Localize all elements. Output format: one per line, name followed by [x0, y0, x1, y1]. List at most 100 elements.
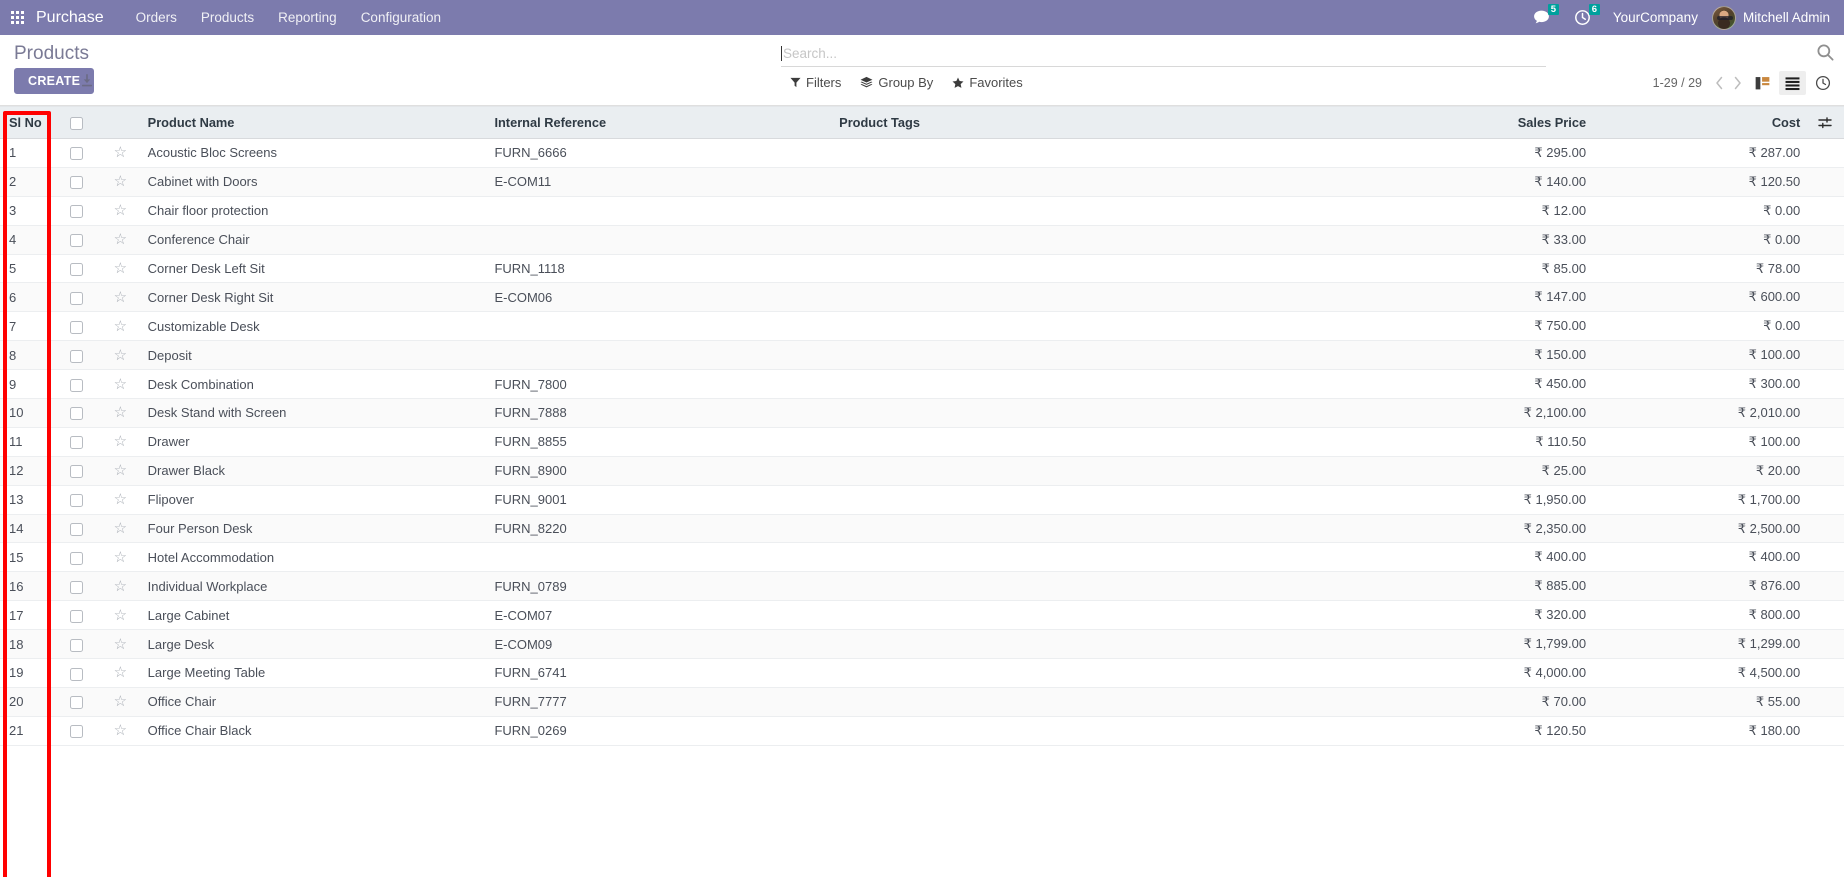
favorites-dropdown[interactable]: Favorites: [952, 75, 1023, 90]
cell-product-name[interactable]: Office Chair Black: [138, 716, 486, 746]
table-row[interactable]: 15 ☆ Hotel Accommodation ₹ 400.00 ₹ 400.00: [0, 542, 1844, 573]
star-outline-icon[interactable]: ☆: [113, 346, 128, 364]
table-row[interactable]: 13 ☆ Flipover FURN_9001 ₹ 1,950.00 ₹ 1,700.00: [0, 485, 1844, 515]
table-row[interactable]: 5 ☆ Corner Desk Left Sit FURN_1118 ₹ 85.00 ₹ …: [0, 254, 1844, 284]
star-outline-icon[interactable]: ☆: [113, 260, 128, 277]
star-outline-icon[interactable]: ☆: [113, 375, 128, 393]
cell-product-name[interactable]: Large Desk: [138, 629, 486, 660]
create-button[interactable]: CREATE: [14, 68, 95, 94]
cell-product-name[interactable]: Individual Workplace: [138, 571, 486, 602]
star-outline-icon[interactable]: ☆: [113, 231, 128, 249]
table-row[interactable]: 6 ☆ Corner Desk Right Sit E-COM06 ₹ 147.00 ₹ …: [0, 282, 1844, 313]
column-header-product-name[interactable]: Product Name: [138, 106, 486, 139]
cell-product-name[interactable]: Large Cabinet: [138, 600, 486, 631]
star-outline-icon[interactable]: ☆: [113, 202, 128, 220]
cell-product-name[interactable]: Deposit: [138, 340, 486, 371]
cell-product-name[interactable]: Four Person Desk: [138, 514, 486, 544]
checkbox-unchecked-icon[interactable]: [69, 638, 83, 652]
search-icon[interactable]: [1816, 43, 1836, 63]
searchview[interactable]: [781, 41, 1546, 67]
table-row[interactable]: 20 ☆ Office Chair FURN_7777 ₹ 70.00 ₹ 55.00: [0, 687, 1844, 717]
checkbox-unchecked-icon[interactable]: [69, 147, 83, 161]
table-row[interactable]: 12 ☆ Drawer Black FURN_8900 ₹ 25.00 ₹ 20.00: [0, 456, 1844, 486]
checkbox-unchecked-icon[interactable]: [69, 263, 83, 277]
star-outline-icon[interactable]: ☆: [113, 577, 128, 595]
cell-product-name[interactable]: Cabinet with Doors: [138, 167, 486, 197]
checkbox-unchecked-icon[interactable]: [69, 667, 83, 681]
checkbox-unchecked-icon[interactable]: [69, 176, 83, 190]
company-switcher[interactable]: YourCompany: [1612, 10, 1698, 25]
breadcrumb[interactable]: Products: [14, 43, 89, 64]
checkbox-unchecked-icon[interactable]: [69, 609, 83, 623]
star-outline-icon[interactable]: ☆: [113, 722, 128, 740]
cell-product-name[interactable]: Desk Combination: [138, 369, 486, 400]
column-options-icon[interactable]: [1809, 106, 1844, 139]
cell-product-name[interactable]: Office Chair: [138, 687, 486, 717]
cell-product-name[interactable]: Hotel Accommodation: [138, 542, 486, 573]
table-row[interactable]: 19 ☆ Large Meeting Table FURN_6741 ₹ 4,000.0…: [0, 658, 1844, 688]
table-row[interactable]: 17 ☆ Large Cabinet E-COM07 ₹ 320.00 ₹ 800.00: [0, 600, 1844, 631]
checkbox-unchecked-icon[interactable]: [69, 407, 83, 421]
nav-menu-reporting[interactable]: Reporting: [278, 10, 337, 25]
checkbox-unchecked-icon[interactable]: [69, 117, 83, 131]
cell-product-name[interactable]: Flipover: [138, 485, 486, 515]
star-outline-icon[interactable]: ☆: [113, 548, 128, 566]
table-row[interactable]: 11 ☆ Drawer FURN_8855 ₹ 110.50 ₹ 100.00: [0, 427, 1844, 457]
checkbox-unchecked-icon[interactable]: [69, 465, 83, 479]
cell-product-name[interactable]: Customizable Desk: [138, 311, 486, 342]
column-header-sl-no[interactable]: Sl No: [0, 106, 51, 139]
apps-grid-icon[interactable]: [0, 0, 34, 35]
star-outline-icon[interactable]: ☆: [113, 288, 128, 306]
chevron-left-icon[interactable]: [1710, 72, 1728, 94]
cell-product-name[interactable]: Desk Stand with Screen: [138, 398, 486, 428]
star-outline-icon[interactable]: ☆: [113, 693, 128, 711]
messages-menu[interactable]: 5: [1521, 0, 1562, 35]
list-icon[interactable]: [1779, 71, 1806, 95]
kanban-icon[interactable]: [1749, 71, 1776, 95]
table-row[interactable]: 1 ☆ Acoustic Bloc Screens FURN_6666 ₹ 295.00…: [0, 138, 1844, 168]
activity-icon[interactable]: [1809, 71, 1836, 95]
star-outline-icon[interactable]: ☆: [113, 635, 128, 653]
search-input[interactable]: [783, 46, 1546, 61]
cell-product-name[interactable]: Conference Chair: [138, 225, 486, 255]
table-row[interactable]: 4 ☆ Conference Chair ₹ 33.00 ₹ 0.00: [0, 225, 1844, 255]
checkbox-unchecked-icon[interactable]: [69, 320, 83, 334]
table-row[interactable]: 18 ☆ Large Desk E-COM09 ₹ 1,799.00 ₹ 1,299.00: [0, 629, 1844, 660]
cell-product-name[interactable]: Corner Desk Left Sit: [138, 254, 486, 284]
nav-menu-configuration[interactable]: Configuration: [360, 10, 441, 25]
table-row[interactable]: 8 ☆ Deposit ₹ 150.00 ₹ 100.00: [0, 340, 1844, 371]
import-download-icon[interactable]: [76, 71, 98, 91]
groupby-dropdown[interactable]: Group By: [860, 75, 933, 90]
cell-product-name[interactable]: Corner Desk Right Sit: [138, 282, 486, 313]
pager-count[interactable]: 1-29 / 29: [1652, 76, 1702, 90]
star-outline-icon[interactable]: ☆: [113, 433, 128, 451]
checkbox-unchecked-icon[interactable]: [69, 436, 83, 450]
user-menu[interactable]: Mitchell Admin: [1708, 5, 1836, 30]
star-outline-icon[interactable]: ☆: [113, 317, 128, 335]
table-row[interactable]: 10 ☆ Desk Stand with Screen FURN_7888 ₹ 2,10…: [0, 398, 1844, 428]
table-row[interactable]: 9 ☆ Desk Combination FURN_7800 ₹ 450.00 ₹ 300…: [0, 369, 1844, 400]
star-outline-icon[interactable]: ☆: [113, 491, 128, 509]
column-header-sales-price[interactable]: Sales Price: [1360, 106, 1596, 139]
table-row[interactable]: 21 ☆ Office Chair Black FURN_0269 ₹ 120.50 ₹ …: [0, 716, 1844, 746]
star-outline-icon[interactable]: ☆: [113, 462, 128, 480]
checkbox-unchecked-icon[interactable]: [69, 725, 83, 739]
app-brand-title[interactable]: Purchase: [36, 8, 104, 26]
column-header-product-tags[interactable]: Product Tags: [830, 106, 1361, 139]
star-outline-icon[interactable]: ☆: [113, 404, 128, 422]
table-row[interactable]: 7 ☆ Customizable Desk ₹ 750.00 ₹ 0.00: [0, 311, 1844, 342]
cell-product-name[interactable]: Drawer: [138, 427, 486, 457]
checkbox-unchecked-icon[interactable]: [69, 580, 83, 594]
table-row[interactable]: 2 ☆ Cabinet with Doors E-COM11 ₹ 140.00 ₹ 120…: [0, 167, 1844, 197]
activities-menu[interactable]: 6: [1562, 0, 1603, 35]
checkbox-unchecked-icon[interactable]: [69, 291, 83, 305]
table-row[interactable]: 16 ☆ Individual Workplace FURN_0789 ₹ 885.00…: [0, 571, 1844, 602]
checkbox-unchecked-icon[interactable]: [69, 696, 83, 710]
star-outline-icon[interactable]: ☆: [113, 664, 128, 682]
column-header-internal-reference[interactable]: Internal Reference: [485, 106, 831, 139]
column-header-cost[interactable]: Cost: [1595, 106, 1810, 139]
cell-product-name[interactable]: Large Meeting Table: [138, 658, 486, 688]
star-outline-icon[interactable]: ☆: [113, 144, 128, 162]
cell-product-name[interactable]: Acoustic Bloc Screens: [138, 138, 486, 168]
checkbox-unchecked-icon[interactable]: [69, 378, 83, 392]
